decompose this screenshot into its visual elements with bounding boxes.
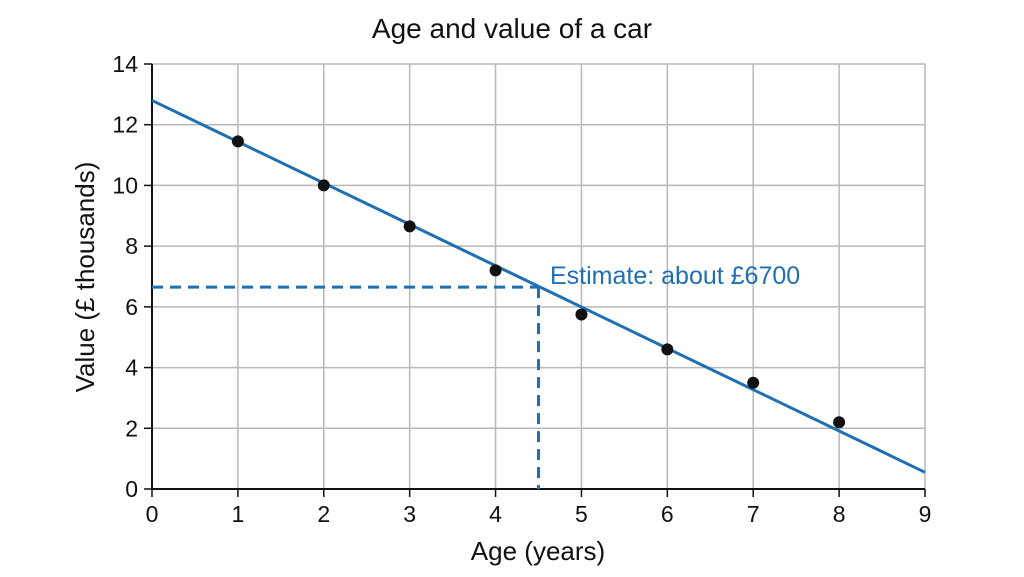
data-point-6	[661, 343, 674, 356]
axes	[144, 63, 926, 497]
x-axis-title: Age (years)	[471, 536, 605, 566]
x-tick-label-8: 8	[833, 501, 846, 527]
x-tick-label-4: 4	[489, 501, 502, 527]
chart-title: Age and value of a car	[372, 13, 652, 44]
data-point-2	[317, 179, 330, 192]
x-tick-label-6: 6	[661, 501, 674, 527]
x-tick-label-7: 7	[747, 501, 760, 527]
data-point-4	[489, 264, 502, 277]
x-tick-label-0: 0	[146, 501, 159, 527]
y-tick-label-0: 0	[125, 476, 138, 502]
data-point-7	[747, 376, 760, 389]
x-tick-label-1: 1	[231, 501, 244, 527]
x-tick-label-3: 3	[403, 501, 416, 527]
x-tick-label-9: 9	[919, 501, 932, 527]
y-tick-label-12: 12	[112, 112, 138, 138]
y-tick-label-6: 6	[125, 294, 138, 320]
y-tick-label-4: 4	[125, 355, 138, 381]
y-axis-title: Value (£ thousands)	[70, 162, 100, 393]
y-tick-label-8: 8	[125, 233, 138, 259]
data-point-8	[833, 416, 846, 429]
data-point-3	[403, 220, 416, 233]
data-point-1	[231, 135, 244, 148]
grid	[152, 63, 926, 489]
x-tick-label-5: 5	[575, 501, 588, 527]
trend-line	[151, 99, 926, 474]
data-points	[231, 135, 846, 429]
trend-line-group	[151, 99, 926, 474]
estimate-label: Estimate: about £6700	[550, 262, 800, 290]
y-tick-label-2: 2	[125, 415, 138, 441]
estimate-annotation	[152, 285, 540, 489]
data-point-5	[575, 308, 588, 321]
y-tick-label-10: 10	[112, 172, 138, 198]
x-tick-label-2: 2	[317, 501, 330, 527]
y-tick-label-14: 14	[112, 51, 138, 77]
